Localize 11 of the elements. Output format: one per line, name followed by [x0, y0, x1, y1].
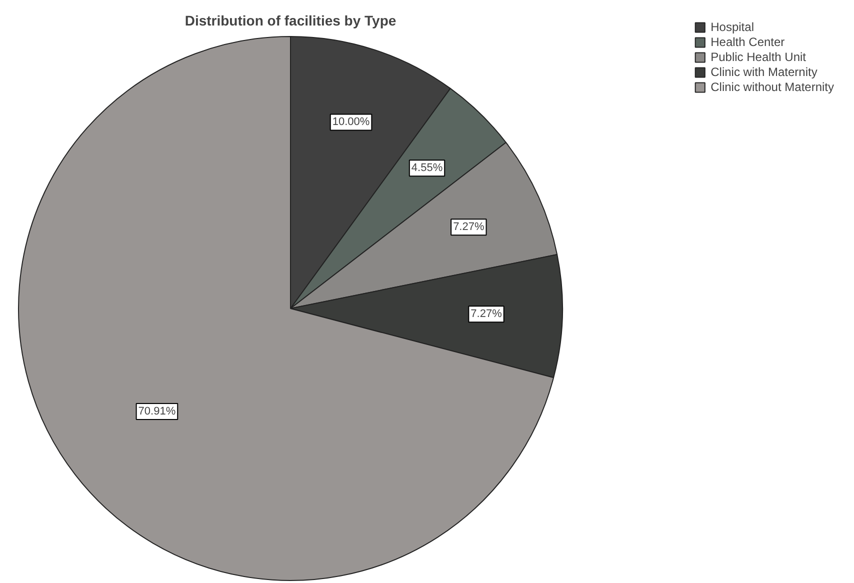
data-label: 10.00%: [332, 116, 370, 128]
data-label: 7.27%: [453, 221, 484, 234]
chart-title: Distribution of facilities by Type: [184, 12, 396, 28]
legend-label: Public Health Unit: [710, 50, 806, 64]
legend-label: Hospital: [710, 20, 754, 34]
legend-label: Health Center: [710, 35, 785, 49]
legend-label: Clinic with Maternity: [710, 65, 818, 79]
data-label: 7.27%: [470, 308, 502, 320]
data-label: 4.55%: [411, 162, 443, 174]
data-label: 70.91%: [138, 405, 176, 418]
legend-label: Clinic without Maternity: [710, 80, 834, 94]
